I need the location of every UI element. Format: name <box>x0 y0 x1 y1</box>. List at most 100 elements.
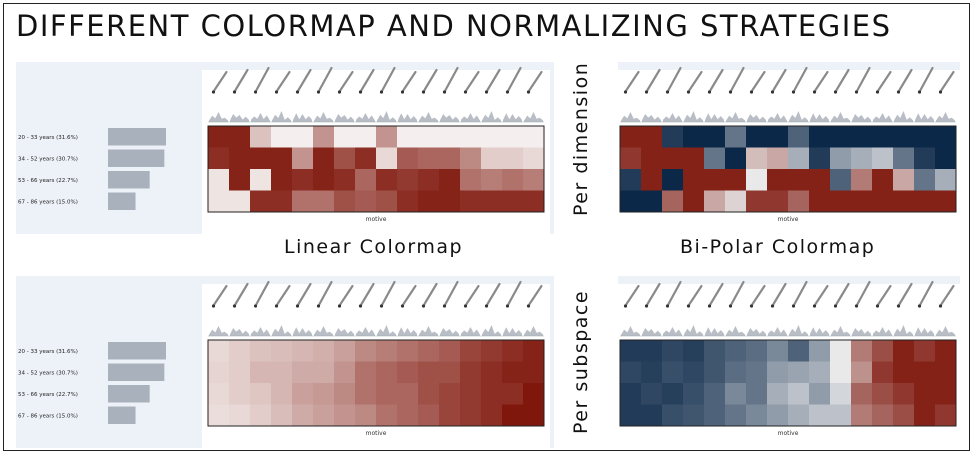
dimension-name-mark <box>793 280 808 306</box>
heatmap-cell <box>830 404 852 427</box>
heatmap-cell <box>460 340 482 362</box>
dimension-dot <box>274 304 279 308</box>
heatmap-cell <box>523 361 545 384</box>
heatmap-cell <box>481 147 503 170</box>
heatmap-cell <box>725 361 747 384</box>
heatmap-cell <box>418 340 440 362</box>
dimension-name-mark <box>276 70 291 92</box>
dimension-histogram <box>209 112 228 122</box>
heatmap-cell <box>208 340 230 362</box>
heatmap-cell <box>683 190 705 213</box>
dimension-dot <box>526 90 531 94</box>
dimension-histogram <box>293 113 312 122</box>
dimension-histogram <box>894 111 913 122</box>
dimension-name-mark <box>213 284 228 306</box>
heatmap-cell <box>313 190 335 213</box>
heatmap-cell <box>208 361 230 384</box>
heatmap-cell <box>313 147 335 170</box>
heatmap-cell <box>725 147 747 170</box>
heatmap-cell <box>229 190 251 213</box>
heatmap-cell <box>809 361 831 384</box>
heatmap-cell <box>481 383 503 405</box>
dimension-histogram <box>936 112 955 122</box>
dimension-dot <box>253 304 258 308</box>
dimension-histogram <box>810 113 829 122</box>
heatmap-cell <box>893 404 915 427</box>
dimension-name-mark <box>667 280 682 306</box>
dimension-dot <box>295 90 300 94</box>
dimension-dot <box>791 90 796 94</box>
heatmap-cell <box>830 340 852 362</box>
heatmap-cell <box>397 383 419 405</box>
heatmap-cell <box>872 169 894 191</box>
heatmap-cell <box>292 126 314 148</box>
dimension-name-mark <box>255 280 270 306</box>
heatmap-cell <box>334 340 356 362</box>
dimension-name-mark <box>381 66 396 92</box>
heatmap-cell <box>935 126 957 148</box>
heatmap-cell <box>767 340 789 362</box>
heatmap-cell <box>250 340 272 362</box>
heatmap-cell <box>418 147 440 170</box>
heatmap-cell <box>250 383 272 405</box>
heatmap-cell <box>292 361 314 384</box>
heatmap-cell <box>683 361 705 384</box>
heatmap-cell <box>809 383 831 405</box>
dimension-histogram <box>726 326 745 336</box>
heatmap-cell <box>893 383 915 405</box>
dimension-name-mark <box>255 66 270 92</box>
dimension-histogram <box>621 112 640 122</box>
dimension-name-mark <box>877 70 892 92</box>
heatmap-cell <box>767 383 789 405</box>
heatmap-cell <box>641 190 663 213</box>
heatmap-cell <box>460 383 482 405</box>
heatmap-cell <box>620 147 642 170</box>
dimension-dot <box>791 304 796 308</box>
heatmap-cell <box>292 190 314 213</box>
heatmap-cell <box>830 190 852 213</box>
heatmap-cell <box>313 340 335 362</box>
heatmap-cell <box>662 404 684 427</box>
heatmap-cell <box>250 169 272 191</box>
dimension-dot <box>463 90 468 94</box>
row-label: 53 - 66 years (22.7%) <box>18 392 78 398</box>
heatmap-cell <box>439 383 461 405</box>
dimension-histogram <box>705 327 724 336</box>
heatmap-cell <box>851 404 873 427</box>
heatmap-cell <box>250 147 272 170</box>
dimension-name-mark <box>751 70 766 92</box>
heatmap-cell <box>935 340 957 362</box>
dimension-dot <box>623 304 628 308</box>
heatmap-cell <box>418 190 440 213</box>
per-subspace-label: Per subspace <box>570 289 592 434</box>
heatmap-cell <box>523 147 545 170</box>
dimension-histogram <box>852 114 871 122</box>
heatmap-cell <box>725 190 747 213</box>
dimension-name-mark <box>709 68 724 92</box>
heatmap-cell <box>620 190 642 213</box>
dimension-histogram <box>335 114 354 122</box>
heatmap-cell <box>704 190 726 213</box>
dimension-dot <box>505 90 510 94</box>
heatmap-cell <box>851 147 873 170</box>
dimension-dot <box>358 90 363 94</box>
dimension-histogram <box>419 326 438 336</box>
heatmap-cell <box>746 361 768 384</box>
heatmap-cell <box>704 361 726 384</box>
heatmap-cell <box>460 147 482 170</box>
heatmap-cell <box>620 404 642 427</box>
heatmap-cell <box>208 190 230 213</box>
heatmap-cell <box>355 383 377 405</box>
dimension-name-mark <box>402 284 417 306</box>
heatmap-cell <box>397 361 419 384</box>
heatmap-cell <box>460 361 482 384</box>
dimension-histogram <box>873 113 892 122</box>
dimension-name-mark <box>318 280 333 306</box>
dimension-dot <box>833 90 838 94</box>
row-label: 53 - 66 years (22.7%) <box>18 178 78 184</box>
heatmap-cell <box>502 126 524 148</box>
heatmap-cell <box>788 340 810 362</box>
dimension-name-mark <box>730 280 745 306</box>
heatmap-cell <box>704 340 726 362</box>
dimension-name-mark <box>507 66 522 92</box>
